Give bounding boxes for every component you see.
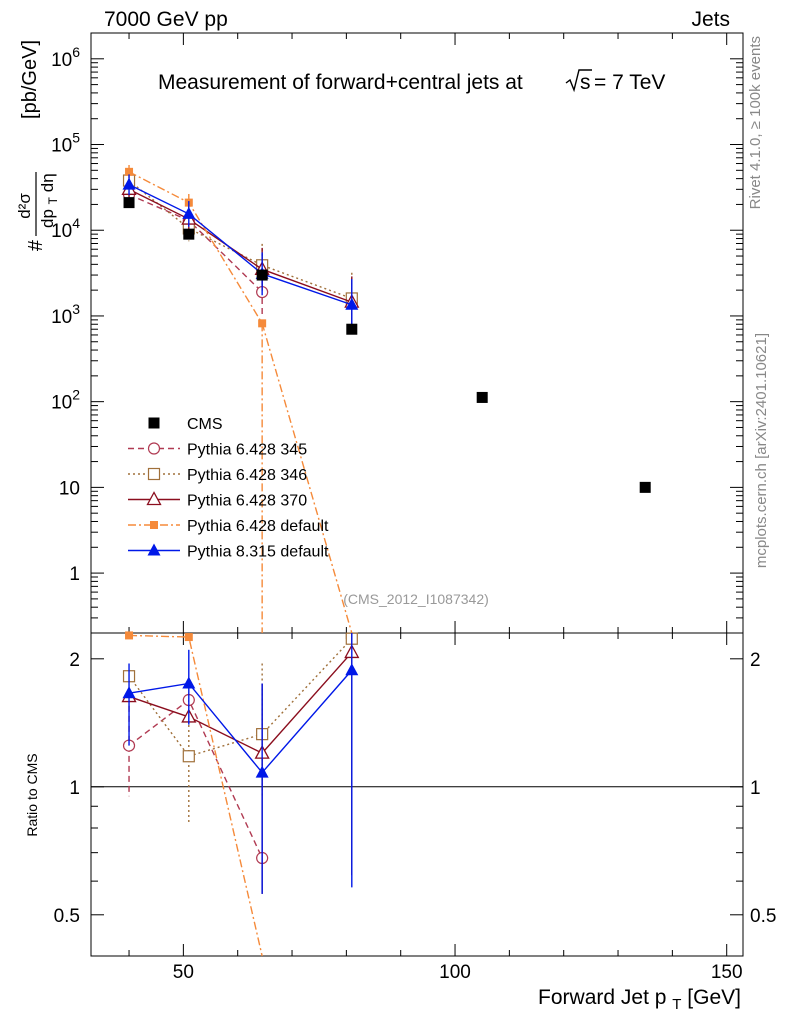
x-tick-label: 50 [173, 962, 194, 983]
marker-square-filled [346, 323, 358, 335]
marker-circle-open [147, 442, 161, 455]
marker-square-filled [184, 633, 193, 642]
ratio-y-tick-label-right: 2 [750, 650, 761, 671]
legend-item-pythia-6-428-345: Pythia 6.428 345 [128, 442, 307, 459]
ylabel-den-main: dp [38, 209, 57, 228]
series-pythia-8-315-default [122, 174, 359, 331]
title-suffix: = 7 TeV [594, 71, 665, 94]
marker-square-filled [256, 269, 268, 281]
analysis-tag: (CMS_2012_I1087342) [343, 591, 489, 607]
ratio-series-pythia-6-428-370 [121, 633, 360, 894]
marker-triangle-filled [345, 663, 359, 676]
y-tick-label: 102 [51, 387, 80, 414]
y-tick-label: 103 [51, 301, 80, 328]
y-tick-label: 104 [51, 215, 80, 242]
title-sqrt-s: s [580, 71, 591, 94]
y-tick-label: 1 [69, 564, 80, 585]
legend-label: Pythia 6.428 default [187, 518, 329, 535]
svg-text:#: # [25, 239, 47, 251]
y-tick-label: 105 [51, 130, 80, 157]
legend-item-cms: CMS [148, 416, 223, 433]
sqrt-sign [565, 69, 592, 93]
series-pythia-6-428-346 [122, 170, 358, 325]
ylabel-numerator: d²σ [15, 193, 34, 219]
mcplots-label: mcplots.cern.ch [arXiv:2401.10621] [753, 333, 770, 568]
marker-triangle-filled [122, 177, 136, 190]
ratio-y-label: Ratio to CMS [24, 753, 40, 836]
y-axis-label: [pb/GeV] d²σ dp T dη # [15, 40, 61, 251]
ylabel-den-end: dη [38, 173, 57, 192]
ratio-series-pythia-6-428-default [125, 631, 263, 957]
svg-text:[pb/GeV]: [pb/GeV] [19, 40, 41, 119]
x-tick-label: 150 [711, 962, 743, 983]
marker-triangle-filled [182, 676, 196, 689]
y-tick-label: 10 [59, 478, 80, 499]
marker-triangle-filled [255, 765, 269, 778]
series-pythia-6-428-370 [121, 179, 360, 328]
ratio-line [128, 651, 353, 754]
xlabel-main: Forward Jet p [538, 986, 666, 1009]
ratio-y-tick-label: 1 [69, 778, 80, 799]
series-pythia-6-428-default [125, 164, 353, 634]
ratio-line [128, 638, 353, 758]
marker-square-filled [148, 417, 160, 429]
ylabel-prefix: # [25, 239, 47, 251]
header-right: Jets [691, 8, 730, 31]
marker-square-filled [476, 391, 488, 403]
legend-item-pythia-8-315-default: Pythia 8.315 default [128, 543, 329, 561]
legend-item-pythia-6-428-346: Pythia 6.428 346 [128, 467, 307, 484]
marker-square-filled [125, 631, 134, 640]
marker-square-filled [123, 197, 135, 209]
ratio-line [128, 698, 263, 859]
ylabel-den-sub: T [46, 196, 60, 204]
marker-triangle-filled [345, 297, 359, 310]
x-axis-label: Forward Jet p T [GeV] [538, 986, 741, 1014]
ratio-series-pythia-6-428-346 [122, 632, 358, 824]
legend-item-pythia-6-428-370: Pythia 6.428 370 [128, 491, 307, 510]
legend-label: Pythia 6.428 370 [187, 493, 307, 510]
marker-triangle-open [146, 491, 162, 506]
legend-label: CMS [187, 416, 223, 433]
title-prefix: Measurement of forward+central jets at [158, 71, 523, 94]
chart-title: Measurement of forward+central jets at [158, 71, 523, 94]
xlabel-sub: T [672, 996, 681, 1013]
marker-square-filled [639, 481, 651, 493]
svg-text:d²σ: d²σ [15, 193, 34, 219]
series-line [128, 184, 353, 306]
ylabel-unit: [pb/GeV] [19, 40, 41, 119]
marker-square-open [182, 750, 195, 763]
series-line [128, 188, 353, 303]
y-tick-label: 106 [51, 44, 80, 71]
ratio-y-tick-label-right: 0.5 [750, 906, 776, 927]
svg-text:dp T dη: dp T dη [38, 173, 61, 228]
ratio-y-tick-label: 0.5 [54, 906, 80, 927]
legend-label: Pythia 6.428 346 [187, 467, 307, 484]
legend-label: Pythia 8.315 default [187, 544, 329, 561]
ratio-series-pythia-8-315-default [122, 633, 359, 894]
series-line [128, 171, 353, 634]
ratio-line [128, 669, 353, 774]
x-tick-label: 100 [439, 962, 471, 983]
legend-label: Pythia 6.428 345 [187, 442, 307, 459]
header-left: 7000 GeV pp [104, 8, 228, 31]
marker-triangle-filled [182, 206, 196, 219]
series-cms [123, 197, 651, 493]
marker-square-filled [150, 521, 158, 529]
series-line [128, 194, 263, 293]
ratio-y-tick-label-right: 1 [750, 778, 761, 799]
marker-square-filled [183, 228, 195, 240]
marker-triangle-filled [147, 543, 161, 556]
ratio-plot-frame [90, 632, 744, 957]
marker-square-filled [125, 167, 134, 176]
ratio-y-tick-label: 2 [69, 650, 80, 671]
marker-square-open [147, 467, 161, 481]
legend-item-pythia-6-428-default: Pythia 6.428 default [128, 518, 329, 535]
marker-triangle-filled [122, 686, 136, 699]
ratio-line [129, 634, 263, 957]
xlabel-unit: [GeV] [687, 986, 741, 1009]
rivet-label: Rivet 4.1.0, ≥ 100k events [747, 36, 764, 209]
series-line [128, 179, 353, 300]
